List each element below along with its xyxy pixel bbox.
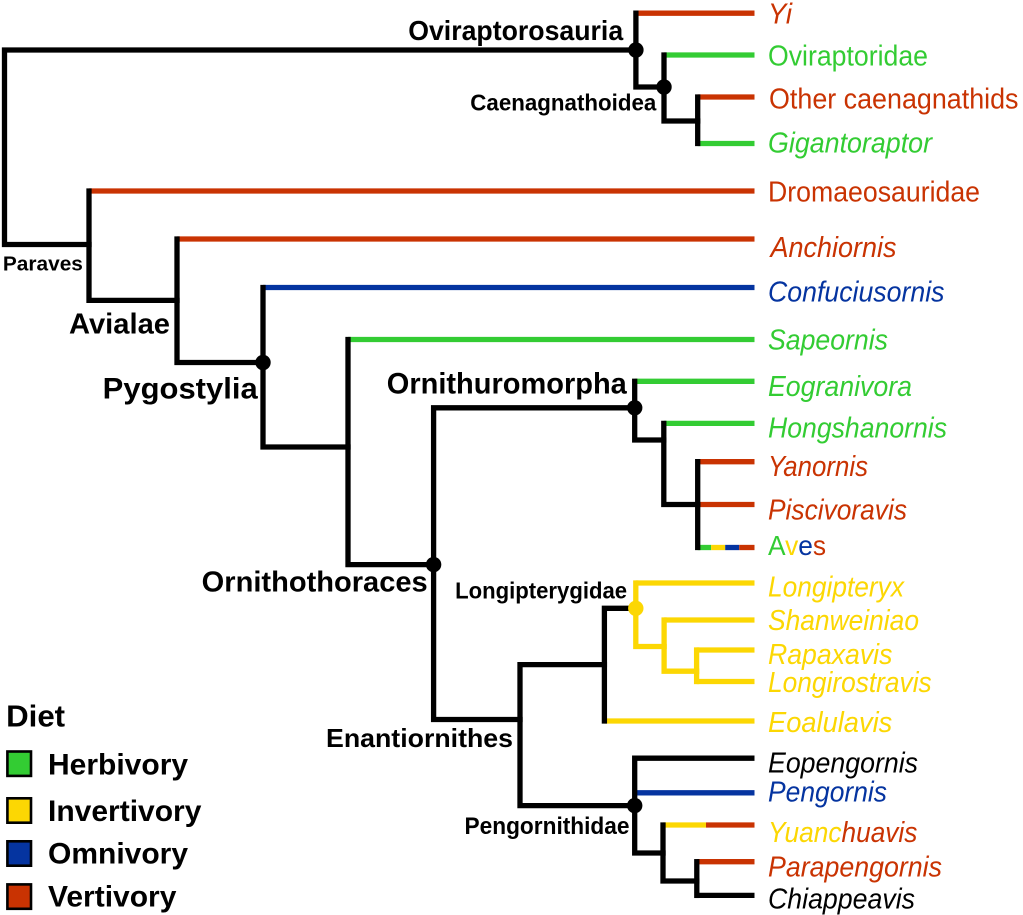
svg-text:Invertivory: Invertivory — [48, 795, 202, 828]
svg-text:Pengornis: Pengornis — [768, 777, 887, 809]
svg-text:Caenagnathoidea: Caenagnathoidea — [470, 90, 657, 116]
svg-text:Ornithuromorpha: Ornithuromorpha — [387, 368, 627, 401]
svg-text:Pygostylia: Pygostylia — [103, 373, 258, 406]
svg-text:Hongshanornis: Hongshanornis — [768, 412, 947, 444]
svg-text:Diet: Diet — [6, 699, 65, 734]
svg-text:Gigantoraptor: Gigantoraptor — [768, 128, 933, 160]
svg-text:Enantiornithes: Enantiornithes — [326, 723, 513, 753]
svg-text:Ornithothoraces: Ornithothoraces — [202, 566, 428, 598]
svg-text:Avialae: Avialae — [69, 309, 170, 341]
svg-text:Rapaxavis: Rapaxavis — [768, 639, 892, 671]
svg-text:Aves: Aves — [768, 530, 826, 561]
svg-text:Yi: Yi — [768, 0, 793, 31]
svg-text:Omnivory: Omnivory — [48, 838, 188, 871]
svg-text:Eogranivora: Eogranivora — [768, 371, 912, 403]
svg-text:Herbivory: Herbivory — [48, 749, 188, 782]
svg-text:Vertivory: Vertivory — [48, 881, 177, 914]
svg-text:Longipterygidae: Longipterygidae — [455, 578, 627, 604]
svg-text:Longipteryx: Longipteryx — [768, 571, 905, 603]
svg-text:Eopengornis: Eopengornis — [768, 747, 918, 779]
svg-text:Chiappeavis: Chiappeavis — [768, 884, 915, 915]
svg-text:Eoalulavis: Eoalulavis — [768, 707, 892, 739]
svg-text:Dromaeosauridae: Dromaeosauridae — [768, 177, 980, 209]
svg-text:Sapeornis: Sapeornis — [768, 325, 888, 357]
svg-text:Oviraptorosauria: Oviraptorosauria — [408, 15, 623, 46]
svg-text:Paraves: Paraves — [3, 254, 83, 276]
svg-text:Confuciusornis: Confuciusornis — [768, 276, 945, 308]
svg-text:Anchiornis: Anchiornis — [769, 232, 897, 264]
svg-text:Parapengornis: Parapengornis — [768, 851, 942, 883]
svg-text:Shanweiniao: Shanweiniao — [768, 605, 919, 637]
svg-text:Yanornis: Yanornis — [768, 451, 868, 483]
svg-text:Yuanchuavis: Yuanchuavis — [768, 817, 917, 849]
svg-text:Longirostravis: Longirostravis — [768, 667, 932, 699]
svg-text:Pengornithidae: Pengornithidae — [465, 813, 630, 840]
svg-text:Oviraptoridae: Oviraptoridae — [768, 41, 928, 73]
svg-text:Other caenagnathids: Other caenagnathids — [769, 84, 1019, 116]
svg-text:Piscivoravis: Piscivoravis — [768, 494, 907, 526]
